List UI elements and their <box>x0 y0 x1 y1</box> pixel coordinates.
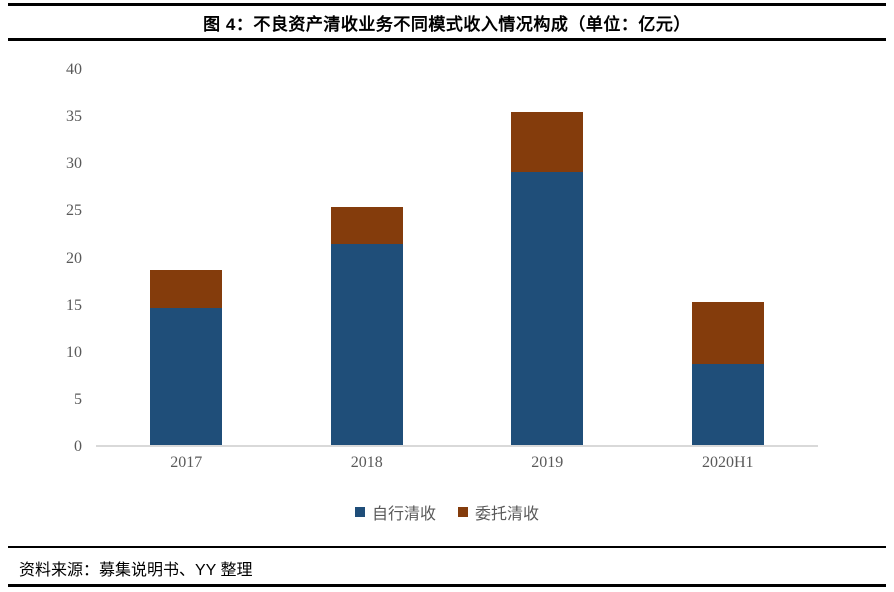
bar-segment <box>692 302 764 364</box>
source-divider <box>8 546 886 548</box>
title-divider <box>8 38 886 41</box>
legend-label-entrusted: 委托清收 <box>475 506 540 523</box>
y-tick-label: 20 <box>66 249 82 267</box>
x-tick-label: 2020H1 <box>701 454 754 471</box>
figure-title: 图 4：不良资产清收业务不同模式收入情况构成（单位：亿元） <box>203 15 691 34</box>
x-tick-label: 2019 <box>531 454 564 471</box>
top-divider <box>8 3 886 6</box>
y-tick-label: 10 <box>66 343 82 361</box>
bar-segment <box>511 112 583 172</box>
bar-segment <box>150 270 222 308</box>
y-tick-label: 0 <box>74 438 82 455</box>
y-tick-label: 35 <box>66 108 82 126</box>
source-note: 资料来源：募集说明书、YY 整理 <box>19 562 253 579</box>
bottom-divider <box>8 584 886 587</box>
chart-legend: 自行清收 委托清收 <box>0 500 894 524</box>
x-axis: 2017 2018 2019 2020H1 <box>96 454 818 478</box>
legend-swatch-self <box>354 507 365 517</box>
x-tick-label: 2018 <box>350 454 383 471</box>
y-tick-label: 30 <box>66 155 82 173</box>
plot-area <box>96 70 818 447</box>
y-axis: 0 5 10 15 20 25 30 35 40 <box>38 61 82 455</box>
legend-label-self: 自行清收 <box>371 506 436 523</box>
y-tick-label: 40 <box>66 61 82 78</box>
legend-item-entrusted: 委托清收 <box>458 500 539 524</box>
y-tick-label: 25 <box>66 202 82 220</box>
y-tick-label: 15 <box>66 296 82 314</box>
legend-swatch-entrusted <box>458 507 468 517</box>
y-tick-label: 5 <box>74 390 82 408</box>
bar-segment <box>331 207 403 244</box>
bar-segment <box>511 172 583 445</box>
bar-segment <box>331 244 403 445</box>
x-tick-label: 2017 <box>170 454 203 471</box>
bar-segment <box>150 308 222 445</box>
bar-segment <box>692 364 764 445</box>
legend-item-self: 自行清收 <box>354 500 436 524</box>
